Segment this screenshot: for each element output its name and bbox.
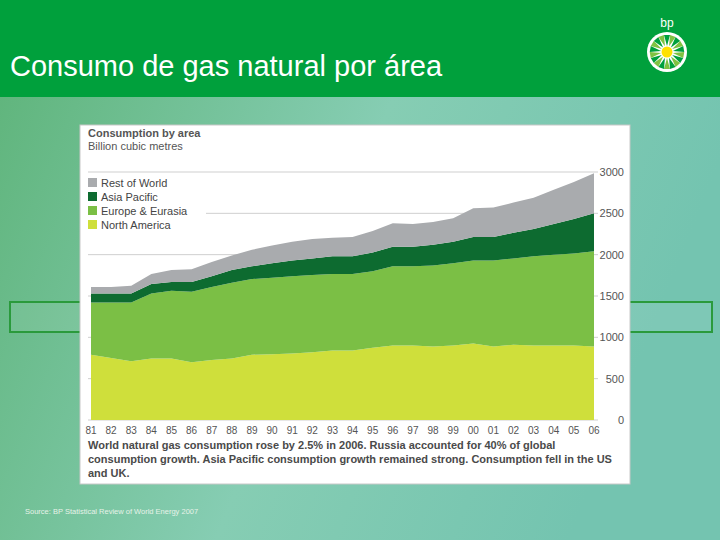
y-tick-label: 1000: [600, 331, 624, 343]
x-tick-label: 02: [508, 425, 520, 436]
plot-data: [91, 173, 594, 420]
x-tick-label: 81: [85, 425, 97, 436]
x-tick-label: 92: [307, 425, 319, 436]
legend-bg: [86, 174, 206, 236]
y-tick-label: 2500: [600, 207, 624, 219]
x-tick-label: 84: [146, 425, 158, 436]
x-tick-label: 90: [267, 425, 279, 436]
legend-label: Rest of World: [101, 177, 167, 189]
slide: Consumo de gas natural por área bp Consump…: [0, 0, 720, 540]
x-tick-label: 01: [488, 425, 500, 436]
x-tick-label: 91: [287, 425, 299, 436]
x-tick-label: 97: [407, 425, 419, 436]
source-note: Source: BP Statistical Review of World E…: [25, 507, 198, 516]
legend-swatch: [88, 206, 97, 215]
x-tick-label: 98: [427, 425, 439, 436]
logo-text: bp: [660, 16, 674, 30]
chart-panel: [80, 125, 630, 484]
x-tick-label: 93: [327, 425, 339, 436]
x-tick-label: 89: [246, 425, 258, 436]
x-tick-label: 03: [528, 425, 540, 436]
y-tick-label: 1500: [600, 290, 624, 302]
x-tick-label: 88: [226, 425, 238, 436]
logo-petal: [658, 35, 667, 47]
logo-petal: [664, 58, 670, 69]
y-tick-label: 2000: [600, 249, 624, 261]
y-tick-label: 500: [606, 373, 624, 385]
legend-label: North America: [101, 219, 172, 231]
x-tick-label: 04: [548, 425, 560, 436]
y-tick-label: 0: [618, 414, 624, 426]
chart-title: Consumption by area: [88, 127, 201, 139]
legend-swatch: [88, 192, 97, 201]
logo-disc: [647, 32, 687, 72]
x-tick-label: 85: [166, 425, 178, 436]
x-tick-label: 05: [568, 425, 580, 436]
x-tick-label: 86: [186, 425, 198, 436]
chart-annotation: World natural gas consumption rose by 2.…: [88, 438, 624, 480]
x-tick-label: 99: [448, 425, 460, 436]
header-band: [0, 0, 720, 97]
x-tick-label: 96: [387, 425, 399, 436]
x-tick-label: 94: [347, 425, 359, 436]
logo-petal: [664, 35, 670, 46]
legend: Rest of World Asia Pacific Europe & Eurasi…: [86, 174, 206, 236]
slide-background: [0, 0, 720, 540]
grid-line: [88, 172, 598, 173]
y-tick-label: 3000: [600, 166, 624, 178]
logo-core: [662, 47, 673, 58]
legend-label: Asia Pacific: [101, 191, 158, 203]
legend-label: Europe & Eurasia: [101, 205, 188, 217]
grid: [88, 172, 598, 420]
legend-swatch: [88, 178, 97, 187]
x-tick-label: 00: [468, 425, 480, 436]
logo: [647, 32, 687, 72]
x-tick-label: 95: [367, 425, 379, 436]
x-tick-label: 06: [588, 425, 600, 436]
legend-swatch: [88, 220, 97, 229]
x-tick-label: 82: [106, 425, 118, 436]
x-tick-label: 87: [206, 425, 218, 436]
chart-subtitle: Billion cubic metres: [88, 140, 183, 152]
slide-title: Consumo de gas natural por área: [10, 50, 443, 82]
x-tick-label: 83: [126, 425, 138, 436]
